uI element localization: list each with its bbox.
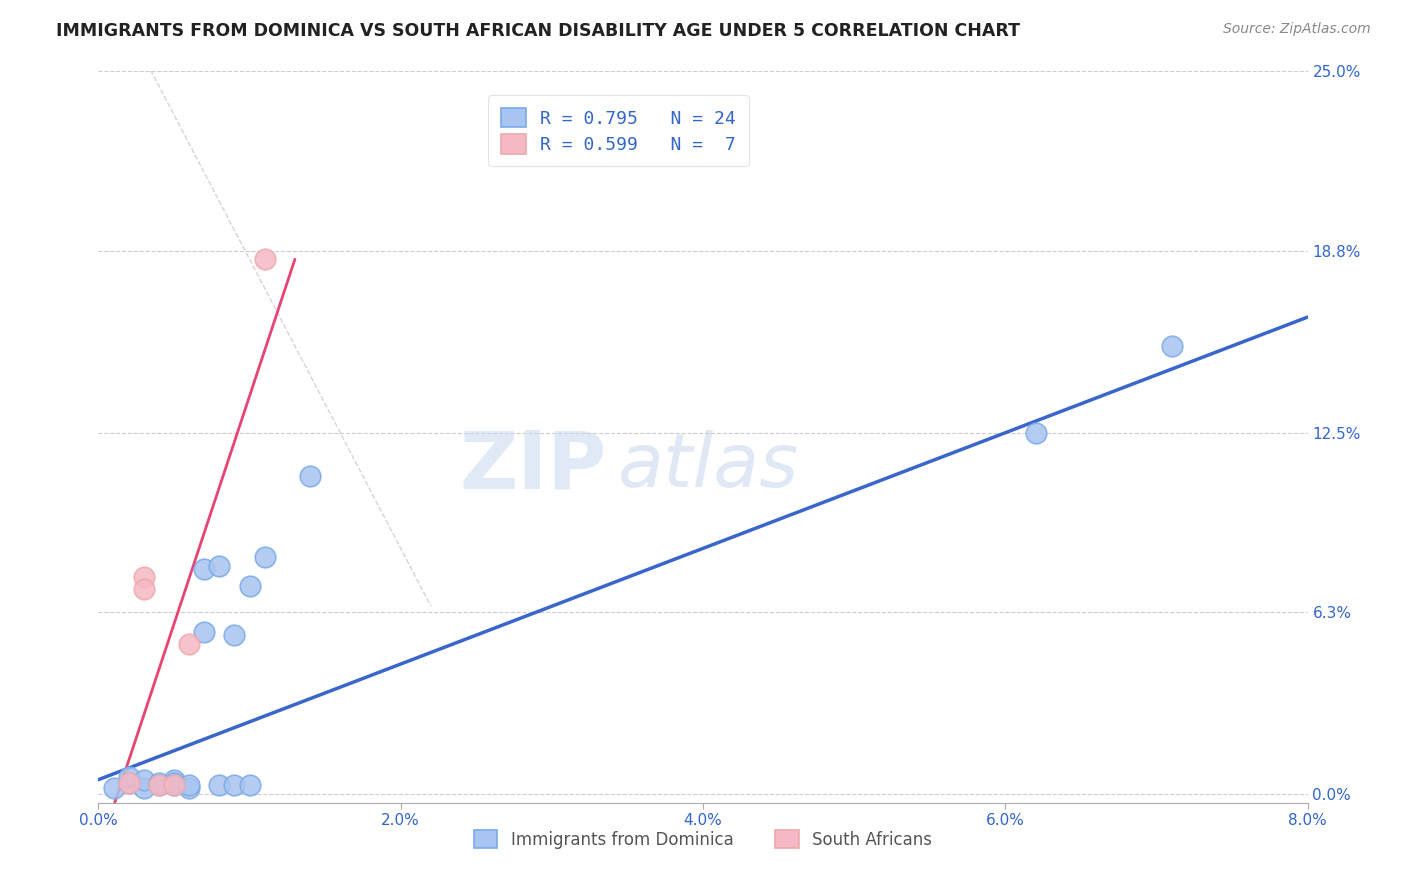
Point <box>179 779 201 793</box>
Point <box>224 628 246 642</box>
Text: ZIP: ZIP <box>458 427 606 506</box>
Point <box>193 561 215 575</box>
Point <box>1025 425 1047 440</box>
Legend: Immigrants from Dominica, South Africans: Immigrants from Dominica, South Africans <box>463 818 943 860</box>
Point <box>163 772 186 787</box>
Point <box>132 582 155 596</box>
Point <box>148 775 170 789</box>
Point <box>118 770 141 784</box>
Point <box>239 779 262 793</box>
Point <box>132 772 155 787</box>
Point <box>253 550 276 565</box>
Point <box>1160 339 1182 353</box>
Point <box>132 570 155 584</box>
Point <box>103 781 125 796</box>
Point <box>239 579 262 593</box>
Point <box>208 558 231 573</box>
Point <box>148 779 170 793</box>
Point <box>132 781 155 796</box>
Point <box>179 637 201 651</box>
Point <box>299 469 322 483</box>
Point <box>179 781 201 796</box>
Point <box>118 775 141 789</box>
Point <box>208 779 231 793</box>
Point <box>253 252 276 267</box>
Text: Source: ZipAtlas.com: Source: ZipAtlas.com <box>1223 22 1371 37</box>
Text: atlas: atlas <box>619 430 800 502</box>
Point <box>193 625 215 640</box>
Point <box>163 779 186 793</box>
Point <box>224 779 246 793</box>
Text: IMMIGRANTS FROM DOMINICA VS SOUTH AFRICAN DISABILITY AGE UNDER 5 CORRELATION CHA: IMMIGRANTS FROM DOMINICA VS SOUTH AFRICA… <box>56 22 1021 40</box>
Point <box>163 779 186 793</box>
Point <box>148 779 170 793</box>
Point <box>163 775 186 789</box>
Point <box>118 775 141 789</box>
